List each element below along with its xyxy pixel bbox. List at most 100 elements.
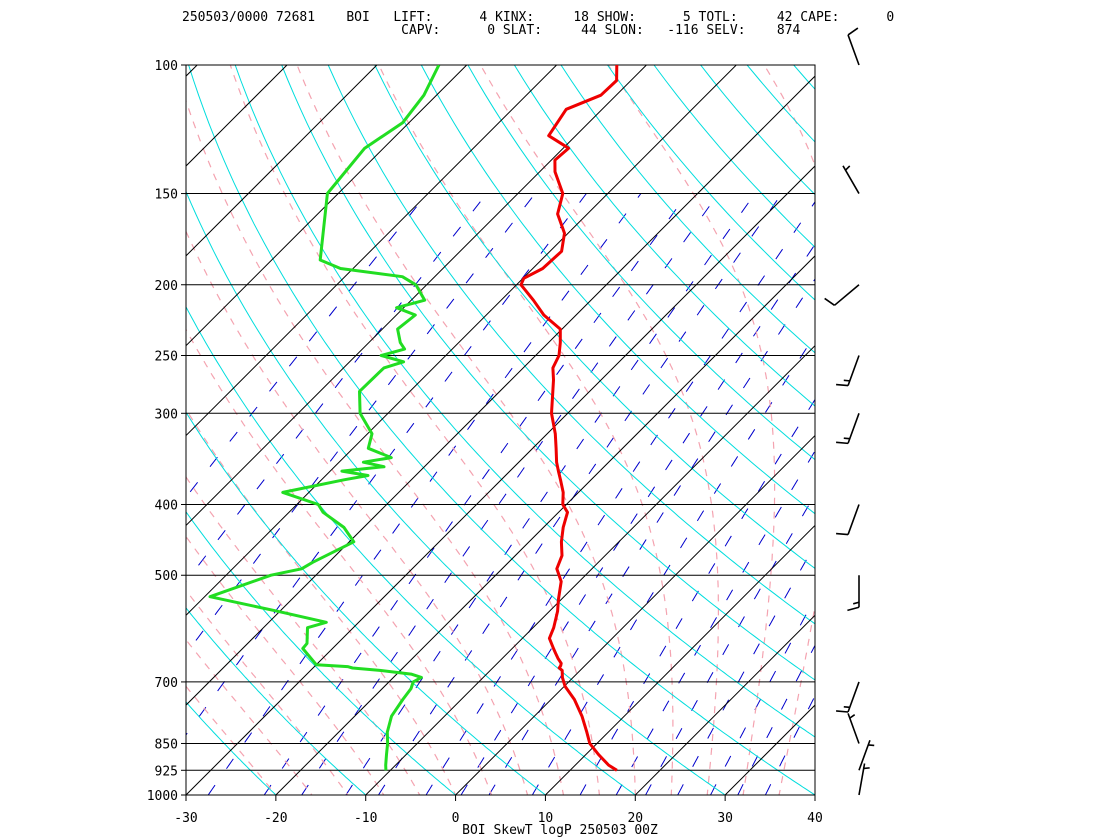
wind-barb-staff xyxy=(858,763,866,796)
isotherm xyxy=(905,65,1120,795)
mixing-ratio-line xyxy=(345,193,756,795)
wind-barb-feather xyxy=(849,714,856,719)
wind-barb-staff xyxy=(847,413,860,444)
isotherm xyxy=(186,65,647,527)
wind-barb xyxy=(858,763,870,796)
dry-adiabat xyxy=(840,65,1120,795)
wind-barb-staff xyxy=(858,739,871,771)
dry-adiabat xyxy=(746,65,815,143)
isotherm xyxy=(186,165,815,795)
moist-adiabat xyxy=(186,230,529,795)
moist-adiabats xyxy=(186,65,815,795)
wind-barb-feather xyxy=(843,705,850,709)
mixing-ratio-line xyxy=(425,201,815,795)
dewpoint-trace xyxy=(208,65,441,771)
dry-adiabat xyxy=(327,65,815,625)
moist-adiabat xyxy=(229,65,601,795)
wind-barb xyxy=(842,165,860,194)
pressure-tick-label: 300 xyxy=(155,407,178,422)
pressure-tick-label: 500 xyxy=(155,569,178,584)
temperature-tick-label: -30 xyxy=(174,811,197,826)
temperature-tick-label: 30 xyxy=(717,811,733,826)
wind-barbs xyxy=(824,27,875,796)
wind-barb-feather xyxy=(863,767,870,770)
pressure-tick-label: 700 xyxy=(155,676,178,691)
wind-barb-staff xyxy=(847,681,860,713)
mixing-ratio-line xyxy=(301,193,719,795)
dry-adiabat xyxy=(186,411,546,795)
isotherm xyxy=(186,75,815,706)
dry-adiabat xyxy=(887,65,1120,795)
dry-adiabat xyxy=(234,65,815,738)
sounding-traces xyxy=(208,65,619,772)
isotherm xyxy=(186,65,288,167)
wind-barb-feather xyxy=(847,27,859,36)
chart-title: BOI SkewT logP 250503 00Z xyxy=(462,823,658,838)
wind-barb-feather xyxy=(836,383,849,387)
mixing-ratio-line xyxy=(737,644,815,795)
moist-adiabat xyxy=(479,65,719,795)
isotherm xyxy=(0,65,107,795)
temperature-tick-label: -20 xyxy=(264,811,287,826)
pressure-tick-label: 1000 xyxy=(147,789,178,804)
pressure-tick-label: 850 xyxy=(155,737,178,752)
wind-barb xyxy=(836,504,860,536)
temperature-trace xyxy=(519,65,619,772)
temperature-tick-label: 0 xyxy=(452,811,460,826)
wind-barb xyxy=(836,413,860,445)
pressure-tick-label: 250 xyxy=(155,349,178,364)
wind-barb-staff xyxy=(833,284,860,306)
wind-barb-staff xyxy=(847,34,860,66)
dry-adiabat xyxy=(933,65,1120,795)
pressure-tick-label: 925 xyxy=(155,764,178,779)
wind-barb xyxy=(847,27,860,66)
moist-adiabat xyxy=(186,685,277,795)
wind-barb-staff xyxy=(847,504,860,535)
isotherm xyxy=(186,65,468,347)
mixing-ratio-line xyxy=(186,193,587,736)
mixing-ratio-line xyxy=(186,193,428,498)
mixing-ratio-line xyxy=(615,450,815,795)
wind-barb xyxy=(836,681,860,713)
isotherm xyxy=(634,614,815,795)
wind-barb xyxy=(847,713,860,744)
wind-barb-feather xyxy=(847,606,860,612)
wind-barb-staff xyxy=(842,165,860,194)
dry-adiabat xyxy=(281,65,815,681)
wind-barb-feather xyxy=(868,744,875,747)
moist-adiabat xyxy=(186,408,457,795)
dry-adiabat xyxy=(186,511,456,795)
isotherm xyxy=(724,704,815,795)
wind-barb-feather xyxy=(844,165,851,171)
moist-adiabat xyxy=(186,638,313,795)
temperature-tick-label: -10 xyxy=(354,811,377,826)
mixing-ratio-line xyxy=(186,193,536,655)
pressure-tick-label: 150 xyxy=(155,188,178,203)
dry-adiabat xyxy=(653,65,815,248)
dry-adiabat xyxy=(560,65,815,354)
wind-barb xyxy=(847,575,860,612)
header-line-1: 250503/0000 72681 BOI LIFT: 4 KINX: 18 S… xyxy=(182,10,894,25)
wind-barb xyxy=(858,739,875,771)
moist-adiabat xyxy=(186,328,493,795)
wind-barb xyxy=(836,355,860,387)
dry-adiabat xyxy=(186,190,726,795)
wind-barb xyxy=(824,284,860,306)
isotherm xyxy=(186,65,557,437)
dry-adiabat xyxy=(793,65,815,90)
moist-adiabat xyxy=(186,589,349,795)
wind-barb-feather xyxy=(843,437,850,440)
dry-adiabat xyxy=(188,65,815,795)
moist-adiabat xyxy=(186,535,385,795)
dry-adiabat xyxy=(186,701,277,795)
wind-barb-staff xyxy=(847,713,860,744)
isotherm xyxy=(186,65,378,257)
pressure-tick-label: 100 xyxy=(155,59,178,74)
dry-adiabat xyxy=(186,607,367,795)
wind-barb-feather xyxy=(852,601,860,605)
pressure-tick-label: 200 xyxy=(155,279,178,294)
pressure-tick-labels: 100 150 200 250 300 400 500 700 850 925 1000 xyxy=(147,59,178,804)
moist-adiabat xyxy=(814,792,815,795)
dry-adiabat xyxy=(700,65,815,196)
